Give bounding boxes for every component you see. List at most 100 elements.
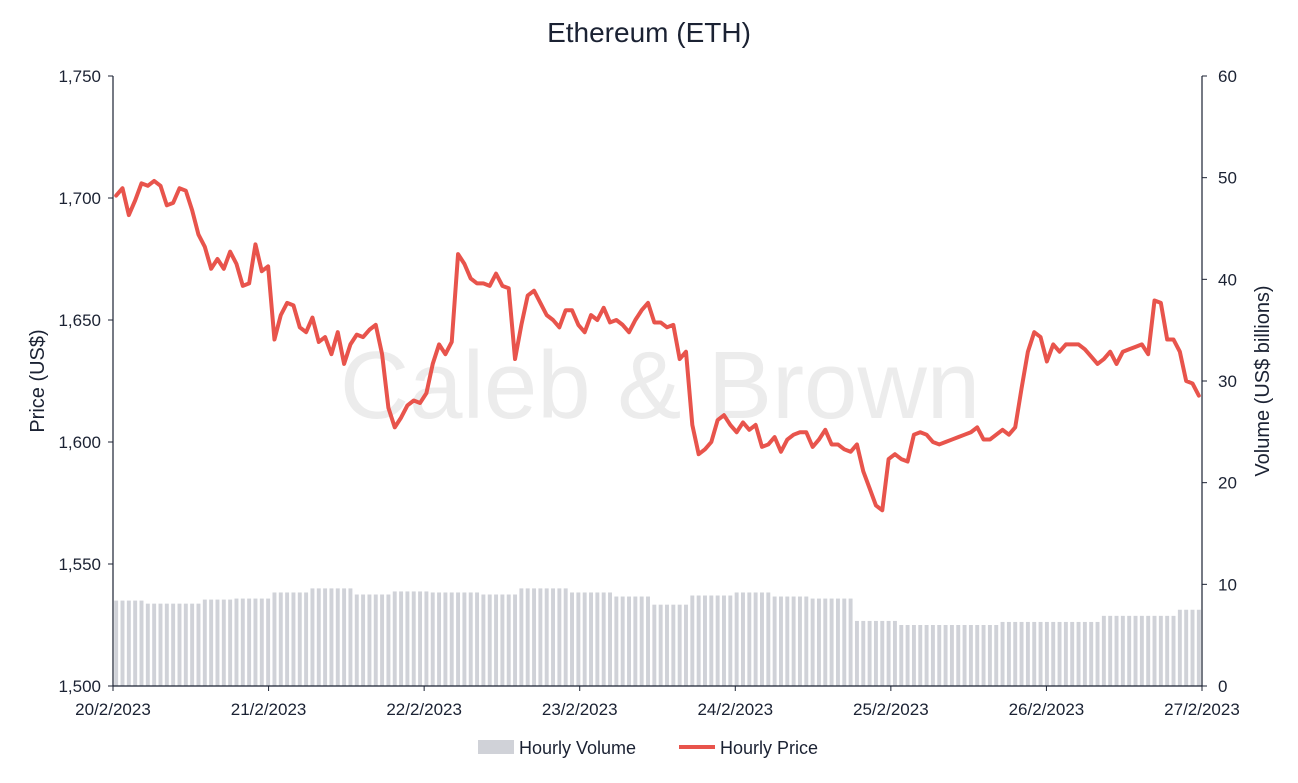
- volume-bar: [177, 603, 182, 686]
- volume-bar: [304, 592, 309, 686]
- volume-bar: [1076, 621, 1081, 686]
- volume-bar: [1038, 621, 1043, 686]
- volume-bar: [785, 596, 790, 686]
- left-tick-label: 1,600: [58, 433, 101, 452]
- volume-bar: [424, 591, 429, 686]
- volume-bar: [842, 598, 847, 686]
- right-tick-label: 50: [1218, 169, 1237, 188]
- volume-bar: [829, 598, 834, 686]
- volume-bar: [272, 592, 277, 686]
- volume-bar: [411, 591, 416, 686]
- volume-bar: [335, 588, 340, 686]
- volume-bar: [443, 592, 448, 686]
- volume-bar: [867, 620, 872, 686]
- volume-bar: [627, 596, 631, 686]
- volume-bar: [532, 588, 537, 686]
- volume-bar: [835, 598, 840, 686]
- volume-bar: [570, 592, 574, 686]
- volume-bar: [886, 620, 891, 686]
- volume-bar: [373, 594, 378, 686]
- legend-volume-swatch: [478, 740, 514, 754]
- volume-bar: [1013, 621, 1018, 686]
- volume-bar: [741, 592, 745, 686]
- volume-bar: [240, 598, 245, 686]
- volume-bar: [791, 596, 796, 686]
- right-tick-label: 30: [1218, 372, 1237, 391]
- volume-bar: [449, 592, 454, 686]
- volume-bar: [500, 594, 505, 686]
- volume-bar: [962, 625, 967, 686]
- volume-bar: [1082, 621, 1087, 686]
- volume-bar: [557, 588, 562, 686]
- x-tick-label: 22/2/2023: [386, 700, 462, 719]
- chart-title: Ethereum (ETH): [547, 17, 751, 48]
- volume-bar: [873, 620, 878, 686]
- volume-bar: [1158, 615, 1163, 686]
- volume-bar: [133, 600, 138, 686]
- volume-bar: [646, 596, 650, 686]
- volume-bar: [285, 592, 290, 686]
- volume-bar: [911, 625, 916, 686]
- volume-bar: [722, 595, 726, 686]
- volume-bar: [297, 592, 302, 686]
- volume-bar: [354, 594, 359, 686]
- right-tick-label: 20: [1218, 474, 1237, 493]
- volume-bar: [949, 625, 954, 686]
- x-tick-labels: 20/2/2023 21/2/2023 22/2/2023 23/2/2023 24/2…: [75, 686, 1240, 719]
- volume-bar: [658, 604, 663, 686]
- volume-bar: [1127, 615, 1132, 686]
- volume-bar: [760, 592, 764, 686]
- volume-bar: [544, 588, 549, 686]
- volume-bar: [899, 625, 904, 686]
- volume-bar: [1133, 615, 1138, 686]
- volume-bar: [956, 625, 961, 686]
- volume-bar: [551, 588, 555, 686]
- volume-bar: [158, 603, 163, 686]
- volume-bar: [1184, 609, 1189, 686]
- volume-bar: [620, 596, 625, 686]
- x-tick-label: 20/2/2023: [75, 700, 151, 719]
- volume-bar: [1120, 615, 1125, 686]
- volume-bar: [361, 594, 366, 686]
- volume-bar: [880, 620, 885, 686]
- volume-bar: [430, 592, 435, 686]
- volume-bar: [601, 592, 606, 686]
- volume-bar: [987, 625, 992, 686]
- volume-bar: [968, 625, 973, 686]
- volume-bar: [772, 596, 777, 686]
- volume-bar: [310, 588, 315, 686]
- volume-bar: [1190, 609, 1195, 686]
- volume-bar: [348, 588, 353, 686]
- volume-bar: [120, 600, 125, 686]
- volume-bar: [943, 625, 948, 686]
- volume-bar: [266, 598, 271, 686]
- volume-bar: [816, 598, 821, 686]
- x-tick-label: 25/2/2023: [853, 700, 929, 719]
- volume-bar: [202, 599, 207, 686]
- volume-bar: [329, 588, 334, 686]
- volume-bar: [703, 595, 707, 686]
- x-tick-label: 24/2/2023: [697, 700, 773, 719]
- volume-bar: [1057, 621, 1062, 686]
- volume-bar: [1177, 609, 1182, 686]
- volume-bar: [462, 592, 467, 686]
- right-tick-label: 60: [1218, 67, 1237, 86]
- volume-bar: [930, 625, 935, 686]
- volume-bar: [190, 603, 195, 686]
- right-tick-label: 40: [1218, 270, 1237, 289]
- volume-bar: [1171, 615, 1176, 686]
- volume-bar: [215, 599, 220, 686]
- volume-bar: [1101, 615, 1106, 686]
- volume-bar: [1108, 615, 1113, 686]
- volume-bar: [525, 588, 530, 686]
- volume-bar: [494, 594, 499, 686]
- volume-bar: [1196, 609, 1201, 686]
- volume-bar: [981, 625, 986, 686]
- volume-bar: [196, 603, 201, 686]
- y2-axis-title: Volume (US$ billions): [1252, 285, 1274, 476]
- volume-bar: [576, 592, 581, 686]
- volume-bar: [456, 592, 461, 686]
- volume-bar: [291, 592, 296, 686]
